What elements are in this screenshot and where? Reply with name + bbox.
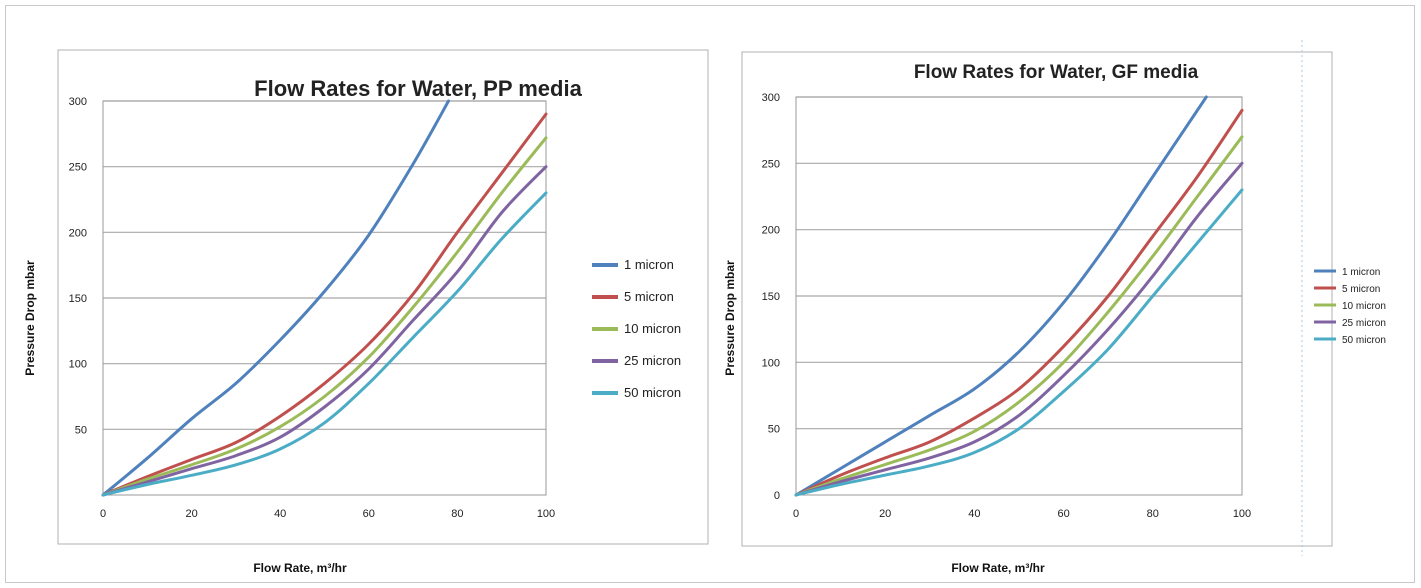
y-tick-label: 150 xyxy=(69,293,87,305)
y-tick-label: 200 xyxy=(762,225,780,237)
x-tick-label: 60 xyxy=(363,508,375,520)
y-tick-label: 100 xyxy=(69,359,87,371)
x-tick-labels: 0 20 40 60 80 100 xyxy=(793,508,1251,520)
x-tick-label: 40 xyxy=(274,508,286,520)
series-line-1-micron xyxy=(794,95,1208,497)
chart-title: Flow Rates for Water, PP media xyxy=(254,76,582,101)
series-lines xyxy=(101,99,548,497)
legend-label: 5 micron xyxy=(624,289,674,304)
legend: 1 micron 5 micron 10 micron 25 micron 50 mic… xyxy=(592,257,681,400)
plot-area xyxy=(795,96,1243,496)
x-tick-label: 80 xyxy=(451,508,463,520)
y-tick-label: 250 xyxy=(69,162,87,174)
chart-area-frame xyxy=(741,40,1333,556)
y-tick-labels: 50 100 150 200 250 300 xyxy=(69,96,87,436)
legend-label: 1 micron xyxy=(1342,267,1380,278)
legend-label: 10 micron xyxy=(1342,301,1386,312)
y-tick-label: 50 xyxy=(768,424,780,436)
series-line-10-micron xyxy=(101,136,548,497)
y-tick-label: 0 xyxy=(774,490,780,502)
series-line-5-micron xyxy=(101,112,548,497)
x-tick-label: 60 xyxy=(1057,508,1069,520)
legend-label: 25 micron xyxy=(624,353,681,368)
chart-title: Flow Rates for Water, GF media xyxy=(914,62,1199,83)
y-tick-labels: 0 50 100 150 200 250 300 xyxy=(762,92,780,502)
chart-gf-media: Flow Rates for Water, GF media 0 50 100 150… xyxy=(723,40,1386,575)
series-line-1-micron xyxy=(101,99,450,497)
x-axis-label: Flow Rate, m³/hr xyxy=(253,561,347,575)
y-grid-lines xyxy=(796,96,1242,430)
series-lines xyxy=(794,95,1244,497)
legend: 1 micron 5 micron 10 micron 25 micron 50 mic… xyxy=(1314,267,1386,346)
y-tick-label: 200 xyxy=(69,227,87,239)
x-axis-label: Flow Rate, m³/hr xyxy=(951,561,1045,575)
series-line-10-micron xyxy=(794,135,1244,497)
legend-label: 50 micron xyxy=(624,385,681,400)
y-tick-label: 50 xyxy=(75,424,87,436)
x-tick-label: 100 xyxy=(537,508,555,520)
plot-border xyxy=(795,96,1243,496)
x-tick-label: 20 xyxy=(879,508,891,520)
legend-label: 25 micron xyxy=(1342,318,1386,329)
x-tick-label: 80 xyxy=(1147,508,1159,520)
x-tick-label: 0 xyxy=(100,508,106,520)
legend-label: 10 micron xyxy=(624,321,681,336)
y-tick-label: 150 xyxy=(762,291,780,303)
y-tick-label: 100 xyxy=(762,357,780,369)
y-tick-label: 300 xyxy=(762,92,780,104)
x-tick-label: 40 xyxy=(968,508,980,520)
plot-border xyxy=(102,100,547,496)
x-tick-label: 0 xyxy=(793,508,799,520)
chart-area-frame xyxy=(57,49,709,545)
chart-pp-media: Flow Rates for Water, PP media 50 100 150 2… xyxy=(23,49,709,575)
series-line-50-micron xyxy=(794,188,1244,497)
y-axis-label: Pressure Drop mbar xyxy=(23,260,37,376)
legend-label: 1 micron xyxy=(624,257,674,272)
legend-label: 5 micron xyxy=(1342,284,1380,295)
series-line-25-micron xyxy=(794,161,1244,497)
x-tick-labels: 0 20 40 60 80 100 xyxy=(100,508,555,520)
x-tick-label: 20 xyxy=(185,508,197,520)
series-line-25-micron xyxy=(101,165,548,497)
x-tick-label: 100 xyxy=(1233,508,1251,520)
series-line-5-micron xyxy=(794,108,1244,497)
series-line-50-micron xyxy=(101,191,548,497)
legend-label: 50 micron xyxy=(1342,335,1386,346)
y-axis-label: Pressure Drop mbar xyxy=(723,260,737,376)
y-tick-label: 250 xyxy=(762,158,780,170)
y-tick-label: 300 xyxy=(69,96,87,108)
plot-area xyxy=(102,100,547,496)
page-frame xyxy=(5,5,1415,583)
